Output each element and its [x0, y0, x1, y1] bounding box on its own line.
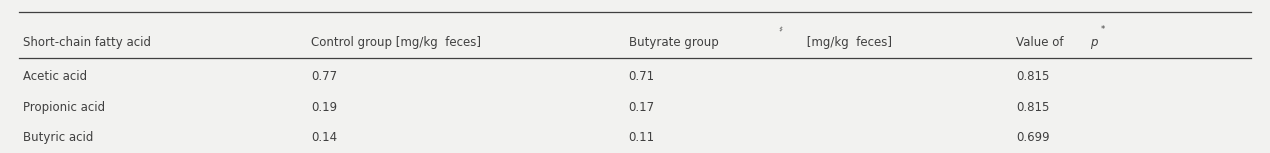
Text: 0.14: 0.14 [311, 131, 338, 144]
Text: Propionic acid: Propionic acid [23, 101, 105, 114]
Text: 0.699: 0.699 [1016, 131, 1049, 144]
Text: ♯: ♯ [779, 25, 782, 34]
Text: 0.815: 0.815 [1016, 101, 1049, 114]
Text: 0.71: 0.71 [629, 70, 655, 83]
Text: 0.77: 0.77 [311, 70, 338, 83]
Text: 0.17: 0.17 [629, 101, 655, 114]
Text: [mg/kg  feces]: [mg/kg feces] [803, 36, 892, 49]
Text: Butyrate group: Butyrate group [629, 36, 719, 49]
Text: Butyric acid: Butyric acid [23, 131, 93, 144]
Text: Value of: Value of [1016, 36, 1067, 49]
Text: p: p [1090, 36, 1097, 49]
Text: 0.815: 0.815 [1016, 70, 1049, 83]
Text: 0.19: 0.19 [311, 101, 338, 114]
Text: *: * [1101, 25, 1105, 34]
Text: Control group [mg/kg  feces]: Control group [mg/kg feces] [311, 36, 481, 49]
Text: Acetic acid: Acetic acid [23, 70, 86, 83]
Text: Short-chain fatty acid: Short-chain fatty acid [23, 36, 151, 49]
Text: 0.11: 0.11 [629, 131, 655, 144]
